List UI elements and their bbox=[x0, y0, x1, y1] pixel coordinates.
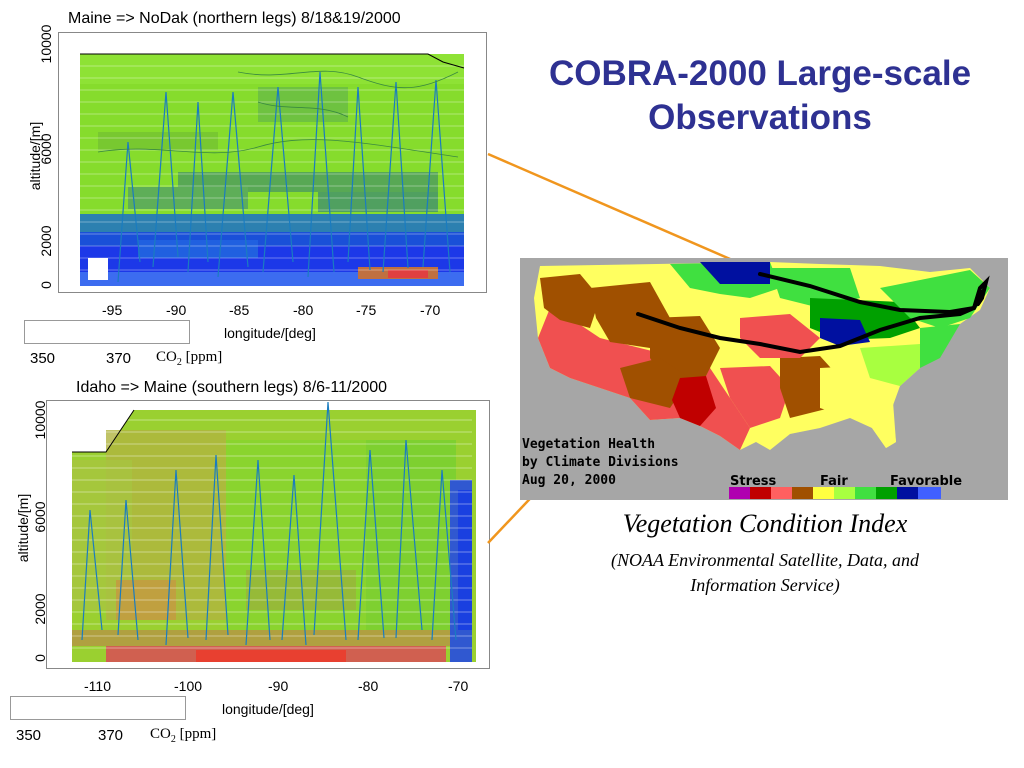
top-plot-xtick: -75 bbox=[356, 302, 377, 318]
map-text-line2: by Climate Divisions bbox=[522, 455, 679, 470]
map-legend-swatch bbox=[834, 487, 857, 499]
map-legend-swatch bbox=[813, 487, 836, 499]
top-plot-xtick: -80 bbox=[293, 302, 314, 318]
map-legend-swatch bbox=[771, 487, 794, 499]
top-colorbar bbox=[24, 320, 190, 344]
top-plot-title: Maine => NoDak (northern legs) 8/18&19/2… bbox=[68, 10, 401, 27]
map-legend-swatches bbox=[729, 487, 941, 499]
slide-title: COBRA-2000 Large-scale Observations bbox=[500, 52, 1020, 140]
top-plot-xtick: -70 bbox=[420, 302, 441, 318]
map-text: Vegetation Health by Climate Divisions A… bbox=[522, 436, 679, 490]
caption-title: Vegetation Condition Index bbox=[622, 509, 908, 538]
top-colorbar-tick-350: 350 bbox=[30, 350, 56, 367]
bottom-plot-image bbox=[46, 400, 490, 669]
map-legend-swatch bbox=[918, 487, 941, 499]
vegetation-map bbox=[520, 258, 1008, 500]
top-colorbar-tick-370: 370 bbox=[106, 350, 132, 367]
top-plot-xtick: -85 bbox=[229, 302, 250, 318]
bottom-plot-xtick: -90 bbox=[268, 678, 289, 694]
map-legend-swatch bbox=[897, 487, 920, 499]
map-legend-swatch bbox=[876, 487, 899, 499]
map-text-line1: Vegetation Health bbox=[522, 437, 656, 452]
bottom-colorbar bbox=[10, 696, 186, 720]
top-plot-xlabel: longitude/[deg] bbox=[224, 325, 316, 341]
top-plot-xtick: -90 bbox=[166, 302, 187, 318]
bottom-plot-xlabel: longitude/[deg] bbox=[222, 701, 314, 717]
top-plot-image bbox=[58, 32, 487, 293]
map-legend-swatch bbox=[729, 487, 752, 499]
bottom-plot-xtick: -80 bbox=[358, 678, 379, 694]
bottom-colorbar-label: CO2 [ppm] bbox=[150, 726, 217, 745]
top-colorbar-label: CO2 [ppm] bbox=[156, 349, 223, 368]
bottom-colorbar-tick-370: 370 bbox=[98, 727, 124, 744]
slide-title-line2: Observations bbox=[648, 98, 872, 137]
map-legend-swatch bbox=[750, 487, 773, 499]
map-legend-swatch bbox=[855, 487, 878, 499]
map-legend-stress: Stress bbox=[730, 474, 777, 489]
map-legend-swatch bbox=[792, 487, 815, 499]
bottom-plot-xtick: -100 bbox=[174, 678, 203, 694]
map-legend-favorable: Favorable bbox=[890, 474, 963, 489]
map-text-line3: Aug 20, 2000 bbox=[522, 473, 616, 488]
caption-line1: (NOAA Environmental Satellite, Data, and bbox=[611, 550, 919, 570]
bottom-colorbar-tick-350: 350 bbox=[16, 727, 42, 744]
connector-top-line bbox=[487, 152, 761, 274]
slide-title-line1: COBRA-2000 Large-scale bbox=[548, 54, 972, 93]
map-legend-fair: Fair bbox=[820, 474, 848, 489]
bottom-plot-xtick: -110 bbox=[84, 678, 111, 694]
bottom-plot-xtick: -70 bbox=[448, 678, 469, 694]
caption-line2: Information Service) bbox=[690, 575, 840, 595]
bottom-plot-title: Idaho => Maine (southern legs) 8/6-11/20… bbox=[76, 379, 388, 396]
top-plot-xtick: -95 bbox=[102, 302, 123, 318]
